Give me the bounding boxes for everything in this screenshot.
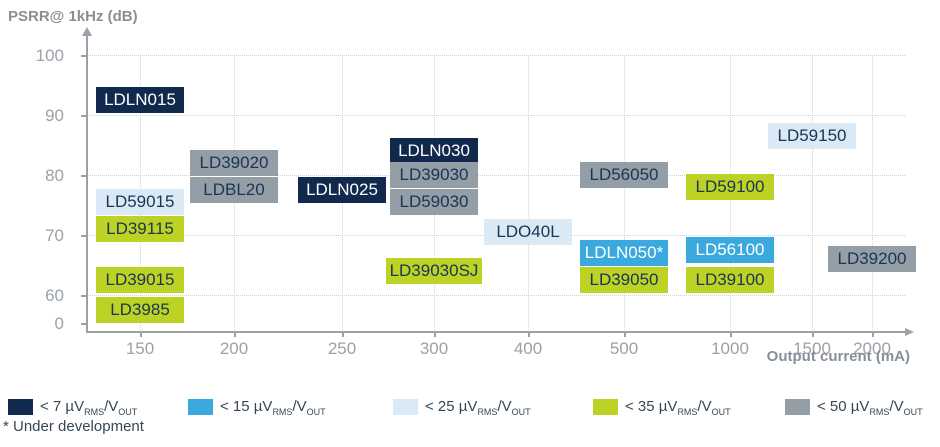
legend-swatch-pale bbox=[393, 399, 418, 415]
gridline-v-2000 bbox=[872, 55, 873, 332]
x-tick-label-250: 250 bbox=[327, 339, 357, 358]
gridline-v-1500 bbox=[812, 55, 813, 332]
x-tick-label-300: 300 bbox=[419, 339, 449, 358]
x-tick-mark-150 bbox=[140, 332, 142, 337]
y-tick-label-0: 0 bbox=[54, 314, 64, 333]
legend-label-pale: < 25 µVRMS/VOUT bbox=[425, 397, 531, 417]
product-box-LD39115: LD39115 bbox=[96, 216, 184, 242]
x-tick-mark-200 bbox=[234, 332, 236, 337]
legend-item-yellow: < 35 µVRMS/VOUT bbox=[593, 397, 731, 417]
gridline-v-400 bbox=[528, 55, 529, 332]
legend-label-navy: < 7 µVRMS/VOUT bbox=[40, 397, 138, 417]
product-box-LD3985: LD3985 bbox=[96, 297, 184, 323]
legend-item-navy: < 7 µVRMS/VOUT bbox=[8, 397, 137, 417]
x-tick-label-150: 150 bbox=[125, 339, 155, 358]
product-box-LDLN015: LDLN015 bbox=[96, 87, 184, 113]
y-tick-mark-100 bbox=[81, 55, 86, 57]
product-box-LD39015: LD39015 bbox=[96, 267, 184, 293]
y-tick-label-100: 100 bbox=[35, 46, 64, 65]
y-tick-label-70: 70 bbox=[45, 226, 64, 245]
product-box-LDLN030: LDLN030 bbox=[390, 138, 478, 164]
product-box-LD39050: LD39050 bbox=[580, 267, 668, 293]
product-box-LDLN025: LDLN025 bbox=[298, 177, 386, 203]
legend-swatch-gray bbox=[785, 399, 810, 415]
x-axis-line bbox=[86, 331, 908, 333]
gridline-h-60 bbox=[87, 295, 905, 296]
product-box-LD39100: LD39100 bbox=[686, 267, 774, 293]
y-tick-mark-90 bbox=[81, 115, 86, 117]
product-box-LD59150: LD59150 bbox=[768, 123, 856, 149]
x-tick-mark-2000 bbox=[872, 332, 874, 337]
legend-label-yellow: < 35 µVRMS/VOUT bbox=[625, 397, 731, 417]
x-tick-label-1000: 1000 bbox=[711, 339, 749, 358]
product-box-LD59015: LD59015 bbox=[96, 189, 184, 215]
footnote: * Under development bbox=[3, 418, 144, 435]
gridline-v-500 bbox=[624, 55, 625, 332]
legend-swatch-yellow bbox=[593, 399, 618, 415]
legend-label-gray: < 50 µVRMS/VOUT bbox=[817, 397, 923, 417]
product-box-LD56100: LD56100 bbox=[686, 237, 774, 263]
product-box-LD39030SJ: LD39030SJ bbox=[386, 258, 482, 284]
gridline-h-90 bbox=[87, 115, 905, 116]
product-box-LD39030: LD39030 bbox=[390, 162, 478, 188]
y-axis-title: PSRR@ 1kHz (dB) bbox=[8, 8, 138, 25]
x-tick-mark-1500 bbox=[812, 332, 814, 337]
x-axis-arrow-icon bbox=[905, 328, 914, 336]
legend-swatch-navy bbox=[8, 399, 33, 415]
x-tick-mark-500 bbox=[624, 332, 626, 337]
legend: < 7 µVRMS/VOUT < 15 µVRMS/VOUT < 25 µVRMS/… bbox=[0, 394, 940, 418]
y-axis-line bbox=[86, 36, 88, 332]
x-tick-label-2000: 2000 bbox=[853, 339, 891, 358]
y-tick-mark-0 bbox=[81, 323, 86, 325]
product-box-LD56050: LD56050 bbox=[580, 162, 668, 188]
x-axis-title: Output current (mA) bbox=[766, 348, 910, 365]
product-box-LDLN050: LDLN050* bbox=[580, 240, 668, 266]
x-tick-label-200: 200 bbox=[219, 339, 249, 358]
product-box-LDBL20: LDBL20 bbox=[190, 177, 278, 203]
gridline-h-100 bbox=[87, 55, 905, 56]
product-box-LD59030: LD59030 bbox=[390, 189, 478, 215]
y-tick-label-80: 80 bbox=[45, 166, 64, 185]
product-box-LDO40L: LDO40L bbox=[484, 219, 572, 245]
gridline-h-80 bbox=[87, 175, 905, 176]
legend-item-blue: < 15 µVRMS/VOUT bbox=[188, 397, 326, 417]
y-tick-mark-70 bbox=[81, 235, 86, 237]
legend-item-pale: < 25 µVRMS/VOUT bbox=[393, 397, 531, 417]
product-box-LD39020: LD39020 bbox=[190, 150, 278, 176]
product-box-LD59100: LD59100 bbox=[686, 174, 774, 200]
x-tick-label-500: 500 bbox=[609, 339, 639, 358]
legend-swatch-blue bbox=[188, 399, 213, 415]
y-tick-mark-80 bbox=[81, 175, 86, 177]
legend-label-blue: < 15 µVRMS/VOUT bbox=[220, 397, 326, 417]
x-tick-label-400: 400 bbox=[513, 339, 543, 358]
x-tick-label-1500: 1500 bbox=[793, 339, 831, 358]
y-tick-label-60: 60 bbox=[45, 286, 64, 305]
y-tick-mark-60 bbox=[81, 295, 86, 297]
y-axis-arrow-icon bbox=[82, 27, 92, 36]
legend-item-gray: < 50 µVRMS/VOUT bbox=[785, 397, 923, 417]
x-tick-mark-1000 bbox=[730, 332, 732, 337]
x-tick-mark-300 bbox=[434, 332, 436, 337]
product-box-LD39200: LD39200 bbox=[828, 246, 916, 272]
y-tick-label-90: 90 bbox=[45, 106, 64, 125]
x-tick-mark-250 bbox=[342, 332, 344, 337]
x-tick-mark-400 bbox=[528, 332, 530, 337]
